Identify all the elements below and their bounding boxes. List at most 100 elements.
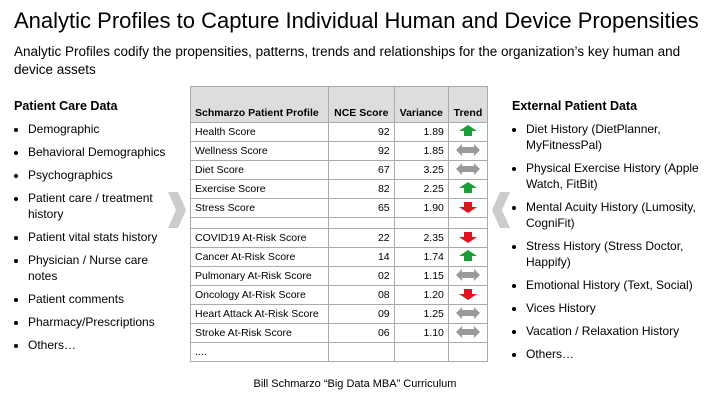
profile-name: Exercise Score [190, 179, 329, 199]
bullet-item: Vices History [526, 300, 702, 316]
score: 06 [327, 323, 395, 343]
trend-down-arrow [458, 288, 477, 300]
profile-name: Health Score [190, 122, 329, 142]
footer: Bill Schmarzo “Big Data MBA” Curriculum [253, 378, 457, 390]
bullet-item: Others… [526, 346, 702, 362]
score: 02 [327, 266, 395, 286]
trend-flat-arrow [455, 162, 480, 175]
table-row: COVID19 At-Risk Score 22 2.35 [190, 228, 489, 248]
column-header: Schmarzo Patient Profile [190, 86, 329, 123]
table-row: Cancer At-Risk Score 14 1.74 [190, 247, 489, 267]
variance: 1.20 [393, 285, 449, 305]
table-row: Exercise Score 82 2.25 [190, 179, 489, 199]
bullet-item: Pharmacy/Prescriptions [28, 314, 179, 330]
bullet-item: Patient care / treatment history [28, 190, 179, 222]
variance: 2.35 [393, 228, 449, 248]
table-row: Health Score 92 1.89 [190, 122, 489, 142]
bullet-item: Patient comments [28, 291, 179, 307]
table-row: Heart Attack At-Risk Score 09 1.25 [190, 304, 489, 324]
score: 67 [327, 160, 395, 180]
variance: 1.25 [393, 304, 449, 324]
empty-cell [447, 342, 489, 362]
trend-flat-arrow [455, 143, 480, 156]
trend-down-arrow [458, 201, 477, 213]
profile-name: COVID19 At-Risk Score [190, 228, 329, 248]
table-row: Oncology At-Risk Score 08 1.20 [190, 285, 489, 305]
variance: 1.85 [393, 141, 449, 161]
trend [447, 122, 489, 142]
trend-down-arrow [458, 231, 477, 243]
empty-cell [190, 217, 329, 229]
empty-cell [393, 217, 449, 229]
variance: 1.90 [393, 198, 449, 218]
table-row: Pulmonary At-Risk Score 02 1.15 [190, 266, 489, 286]
variance: 1.74 [393, 247, 449, 267]
empty-cell [447, 217, 489, 229]
score: 22 [327, 228, 395, 248]
bullet-list: Demographic Behavioral Demographics Psycho… [14, 121, 179, 353]
trend [447, 285, 489, 305]
chevron [168, 192, 186, 228]
chevron [492, 192, 510, 228]
score: 92 [327, 141, 395, 161]
left-list: Patient Care Data Demographic Behavioral … [14, 99, 179, 360]
trend-flat-arrow [455, 268, 480, 281]
trend [447, 160, 489, 180]
bullet-item: Psychographics [28, 167, 179, 183]
score: 08 [327, 285, 395, 305]
trend [447, 179, 489, 199]
empty-cell [393, 342, 449, 362]
list-heading: External Patient Data [512, 99, 638, 113]
profile-name: Heart Attack At-Risk Score [190, 304, 329, 324]
trend [447, 141, 489, 161]
variance: 1.15 [393, 266, 449, 286]
empty-cell [327, 342, 395, 362]
score: 14 [327, 247, 395, 267]
bullet-item: Others… [28, 337, 179, 353]
profile-name: Stroke At-Risk Score [190, 323, 329, 343]
trend [447, 198, 489, 218]
score: 65 [327, 198, 395, 218]
bullet-item: Emotional History (Text, Social) [526, 277, 702, 293]
table-row: Stroke At-Risk Score 06 1.10 [190, 323, 489, 343]
trend-up-arrow [458, 124, 477, 136]
trend [447, 323, 489, 343]
profile-name: Pulmonary At-Risk Score [190, 266, 329, 286]
profile-table: Schmarzo Patient Profile NCE Score Varianc… [190, 86, 489, 362]
spacer-row [190, 217, 489, 229]
bullet-list: Diet History (DietPlanner, MyFitnessPal)… [512, 121, 702, 362]
trend [447, 304, 489, 324]
score: 92 [327, 122, 395, 142]
bullet-item: Physician / Nurse care notes [28, 252, 179, 284]
bullet-item: Stress History (Stress Doctor, Happify) [526, 238, 702, 270]
variance: 1.10 [393, 323, 449, 343]
trend [447, 228, 489, 248]
score: 82 [327, 179, 395, 199]
empty-cell [327, 217, 395, 229]
bullet-item: Diet History (DietPlanner, MyFitnessPal) [526, 121, 702, 153]
trend-flat-arrow [455, 306, 480, 319]
score: 09 [327, 304, 395, 324]
bullet-item: Mental Acuity History (Lumosity, CogniFi… [526, 199, 702, 231]
table-row: Stress Score 65 1.90 [190, 198, 489, 218]
profile-name: Stress Score [190, 198, 329, 218]
trend-up-arrow [458, 181, 477, 193]
trend [447, 266, 489, 286]
header-row: Schmarzo Patient Profile NCE Score Varianc… [190, 86, 489, 123]
profile-name: Oncology At-Risk Score [190, 285, 329, 305]
column-header: NCE Score [327, 86, 395, 123]
bullet-item: Physical Exercise History (Apple Watch, … [526, 160, 702, 192]
bullet-item: Patient vital stats history [28, 229, 179, 245]
table-row: .... [190, 342, 489, 362]
trend-up-arrow [458, 249, 477, 261]
profile-name: Diet Score [190, 160, 329, 180]
subtitle: Analytic Profiles codify the propensitie… [14, 44, 681, 77]
title: Analytic Profiles to Capture Individual … [14, 8, 699, 33]
trend-flat-arrow [455, 325, 480, 338]
table-row: Wellness Score 92 1.85 [190, 141, 489, 161]
trend [447, 247, 489, 267]
variance: 3.25 [393, 160, 449, 180]
bullet-item: Behavioral Demographics [28, 144, 179, 160]
profile-name: Wellness Score [190, 141, 329, 161]
column-header: Variance [393, 86, 449, 123]
